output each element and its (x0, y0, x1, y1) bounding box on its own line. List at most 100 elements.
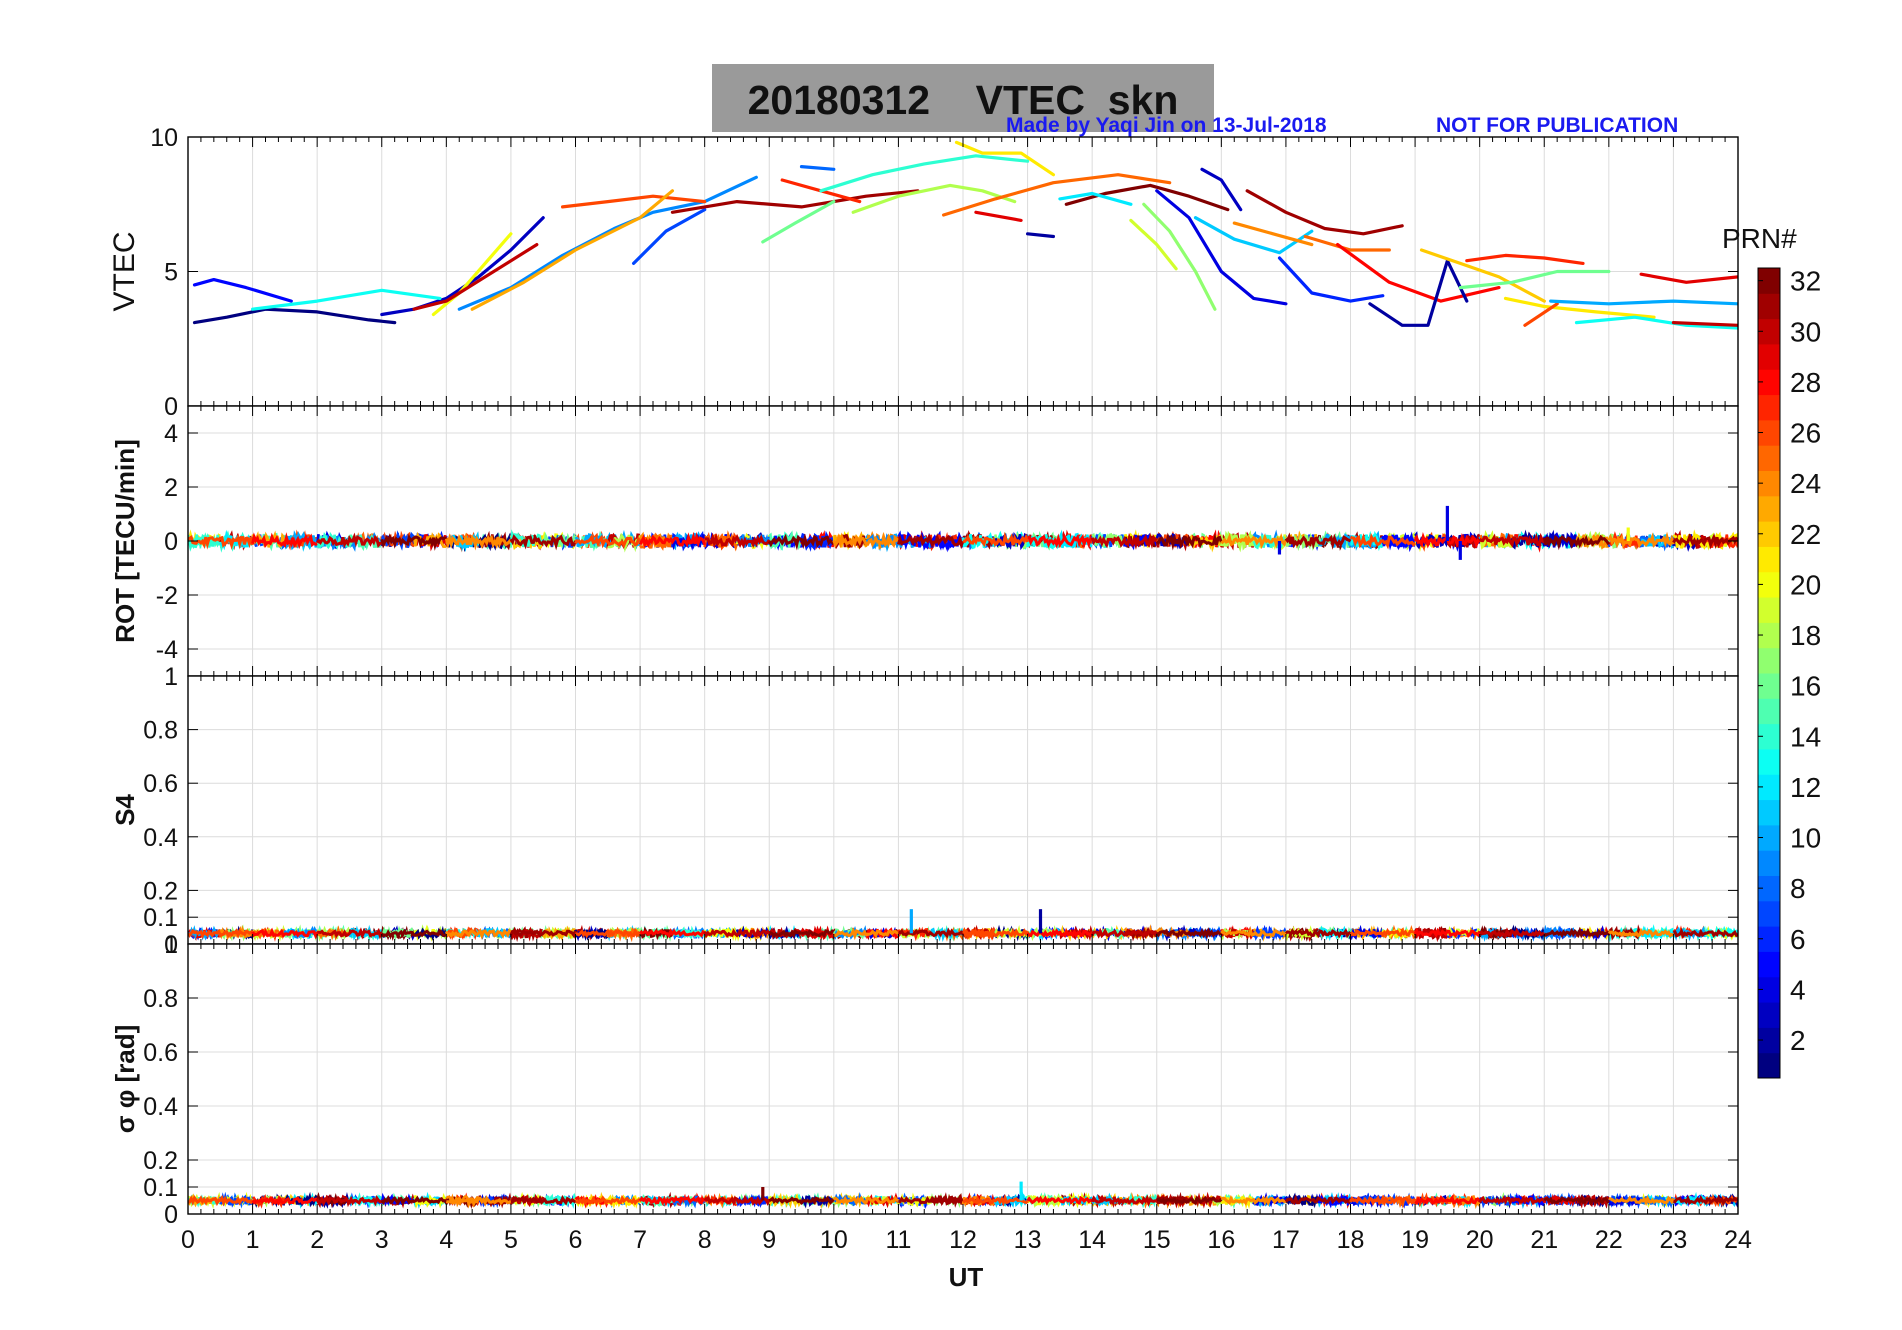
series-prn-1 (192, 307, 397, 325)
colorbar-band (1758, 597, 1780, 623)
series-prn-30 (412, 243, 539, 311)
colorbar-band (1758, 748, 1780, 775)
colorbar-tick-label: 8 (1790, 873, 1806, 904)
trace-segment (768, 1195, 835, 1206)
y-tick-label: 0 (164, 1201, 178, 1229)
title-label: VTEC skn (975, 77, 1179, 123)
colorbar-tick-label: 14 (1790, 721, 1821, 752)
trace-segment (896, 533, 965, 550)
series-prn-16 (761, 200, 836, 244)
trace-segment (1543, 1194, 1610, 1206)
trace-segment (832, 1195, 899, 1207)
y-tick-label: 4 (164, 420, 178, 448)
colorbar-tick-label: 4 (1790, 974, 1806, 1005)
colorbar-frame (1757, 267, 1781, 1079)
trace-segment (575, 1194, 642, 1206)
x-tick-label: 15 (1143, 1226, 1171, 1254)
series-prn-19 (1129, 218, 1178, 271)
trace-segment (1026, 928, 1094, 939)
trace-segment (962, 1193, 1029, 1207)
trace-segment (1414, 1194, 1481, 1206)
colorbar-band (1758, 394, 1780, 421)
trace-segment (962, 531, 1030, 548)
colorbar-band (1758, 824, 1780, 851)
x-tick-label: 11 (885, 1226, 911, 1254)
series-prn-17 (1142, 202, 1217, 311)
series-group (188, 909, 1738, 943)
colorbar-tick-label: 30 (1790, 316, 1821, 347)
trace-segment (188, 928, 254, 940)
colorbar-band (1758, 976, 1780, 1003)
colorbar-tick-label: 20 (1790, 569, 1821, 600)
trace-segment (1478, 927, 1545, 939)
colorbar-band (1758, 546, 1780, 573)
series-prn-2 (1368, 259, 1469, 327)
trace-segment (1220, 532, 1288, 550)
series-group (188, 1181, 1738, 1210)
series-prn-18 (851, 183, 1017, 214)
x-tick-label: 9 (762, 1226, 776, 1254)
colorbar-band (1758, 900, 1780, 927)
series-prn-5 (192, 278, 293, 303)
colorbar-tick-label: 24 (1790, 468, 1821, 499)
trace-segment (1349, 532, 1417, 550)
series-prn-10 (1549, 299, 1738, 306)
colorbar-band (1758, 723, 1780, 750)
trace-segment (898, 1194, 964, 1205)
ticks (187, 136, 1739, 407)
colorbar-band (1758, 495, 1780, 522)
series-prn-25 (1303, 234, 1391, 252)
trace-segment (316, 532, 382, 549)
series-prn-26 (1523, 302, 1559, 327)
colorbar-band (1758, 343, 1780, 370)
colorbar-label: PRN# (1722, 223, 1797, 254)
colorbar-tick-label: 10 (1790, 823, 1821, 854)
x-tick-label: 13 (1014, 1226, 1042, 1254)
series-prn-20 (431, 232, 513, 317)
y-tick-label: 0.6 (143, 1039, 178, 1067)
series-prn-32 (1064, 183, 1230, 212)
colorbar-band (1758, 1027, 1780, 1054)
trace-segment (832, 532, 900, 549)
trace-segment (1413, 925, 1449, 943)
series-prn-7 (631, 208, 707, 265)
trace-segment (444, 532, 513, 551)
trace-segment (1156, 1195, 1223, 1206)
series-prn-31 (670, 189, 920, 214)
trace-segment (865, 533, 900, 550)
colorbar-band (1758, 951, 1780, 978)
trace-segment (380, 533, 448, 551)
trace-segment (315, 1194, 382, 1207)
x-tick-label: 12 (949, 1226, 977, 1254)
trace-segment (251, 532, 318, 550)
colorbar-band (1758, 1002, 1780, 1028)
trace-segment (317, 927, 384, 940)
x-tick-label: 8 (698, 1226, 712, 1254)
trace-segment (1608, 1194, 1675, 1207)
y-axis-label: ROT [TECU/min] (110, 439, 140, 643)
y-tick-label: 0 (164, 393, 178, 421)
series-prn-28 (1335, 243, 1501, 303)
colorbar-band (1758, 799, 1780, 826)
trace-segment (638, 531, 707, 549)
trace-segment (1026, 1195, 1093, 1206)
trace-segment (1284, 532, 1352, 550)
trace-segment (703, 927, 771, 939)
y-tick-label: 0.1 (143, 904, 178, 932)
trace-segment (1673, 1194, 1738, 1207)
trace-segment (509, 533, 577, 551)
y-axis-label: σ φ [rad] (110, 1025, 140, 1134)
y-tick-label: 0 (164, 528, 178, 556)
y-tick-label: 1 (164, 663, 178, 691)
series-prn-24 (1232, 221, 1314, 247)
trace-segment (1543, 926, 1610, 939)
series-group (188, 505, 1738, 560)
y-tick-label: 0.8 (143, 717, 178, 745)
series-prn-29 (1639, 272, 1738, 284)
x-tick-label: 22 (1595, 1226, 1623, 1254)
y-tick-label: 0.8 (143, 985, 178, 1013)
colorbar-tick-label: 16 (1790, 671, 1821, 702)
trace-segment (1413, 927, 1482, 939)
trace-segment (1220, 926, 1288, 938)
